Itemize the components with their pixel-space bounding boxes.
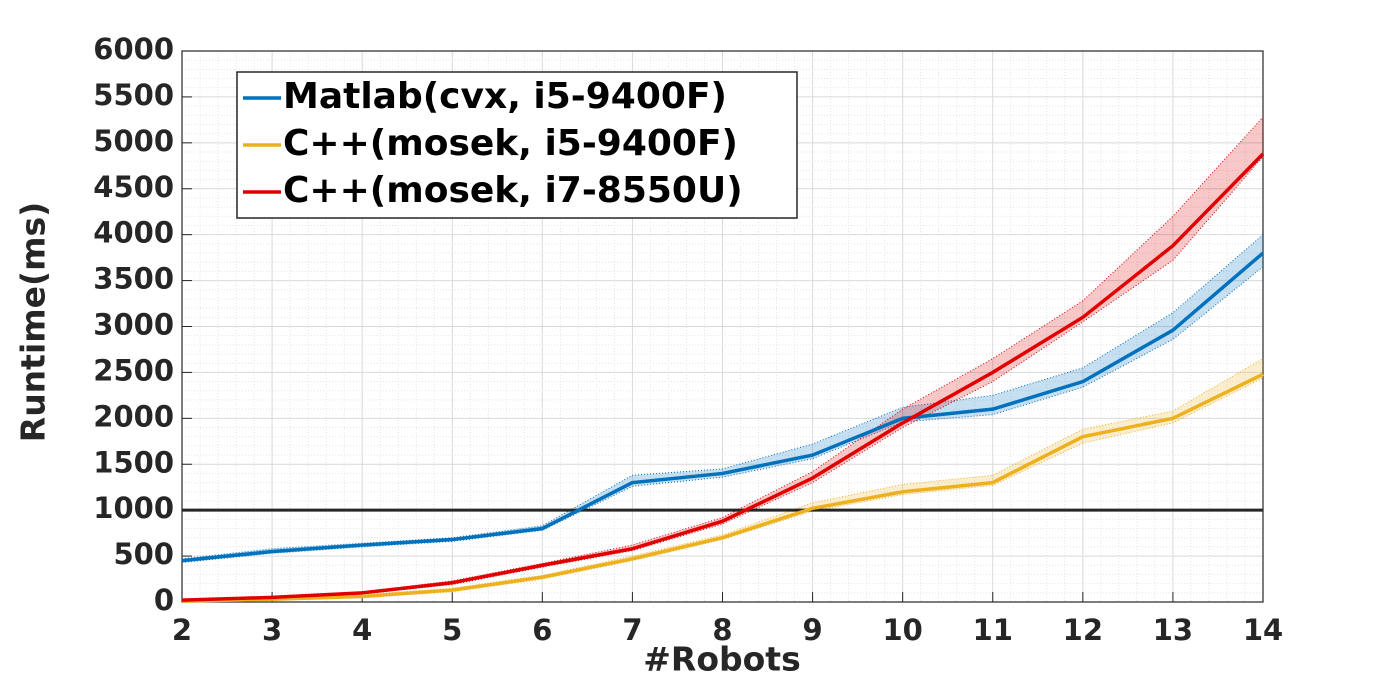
x-tick-label: 13: [1153, 613, 1193, 647]
x-tick-label: 3: [262, 613, 282, 647]
x-tick-label: 8: [712, 613, 732, 647]
y-tick-label: 500: [113, 537, 174, 571]
x-tick-label: 5: [442, 613, 462, 647]
y-tick-label: 6000: [93, 32, 174, 66]
x-tick-label: 2: [172, 613, 192, 647]
x-tick-label: 12: [1063, 613, 1103, 647]
series-line: [181, 152, 1265, 602]
band-edge: [181, 234, 1264, 560]
band-edge: [181, 358, 1264, 601]
confidence-band: [1082, 312, 1173, 388]
x-tick-label: 6: [532, 613, 552, 647]
y-tick-label: 4000: [93, 216, 174, 250]
band-edge: [181, 266, 1264, 564]
confidence-band: [1172, 234, 1263, 340]
x-tick-label: 9: [802, 613, 822, 647]
confidence-band: [1082, 216, 1173, 322]
x-tick-label: 7: [622, 613, 642, 647]
plot-frame: [181, 50, 1264, 603]
confidence-band: [992, 300, 1083, 382]
x-axis-label: #Robots: [643, 640, 800, 676]
y-tick-label: 5000: [93, 124, 174, 158]
y-tick-label: 1500: [93, 445, 174, 479]
legend-label: C++(mosek, i7-8550U): [283, 170, 743, 211]
x-tick-label: 4: [352, 613, 372, 647]
legend-label: C++(mosek, i5-9400F): [283, 123, 738, 164]
series-line: [181, 251, 1265, 563]
x-tick-label: 14: [1243, 613, 1283, 647]
legend-label: Matlab(cvx, i5-9400F): [283, 76, 727, 117]
y-tick-label: 3500: [93, 262, 174, 296]
x-tick-label: 10: [882, 613, 922, 647]
y-tick-label: 3000: [93, 308, 174, 342]
y-tick-label: 5500: [93, 78, 174, 112]
y-axis-label: Runtime(ms): [14, 202, 53, 442]
y-tick-label: 1000: [93, 491, 174, 525]
y-tick-label: 2000: [93, 399, 174, 433]
y-tick-label: 4500: [93, 170, 174, 204]
x-tick-label: 11: [973, 613, 1013, 647]
y-tick-label: 2500: [93, 353, 174, 387]
legend-box: [236, 71, 798, 219]
series-line: [181, 372, 1264, 603]
y-tick-label: 0: [154, 583, 174, 617]
